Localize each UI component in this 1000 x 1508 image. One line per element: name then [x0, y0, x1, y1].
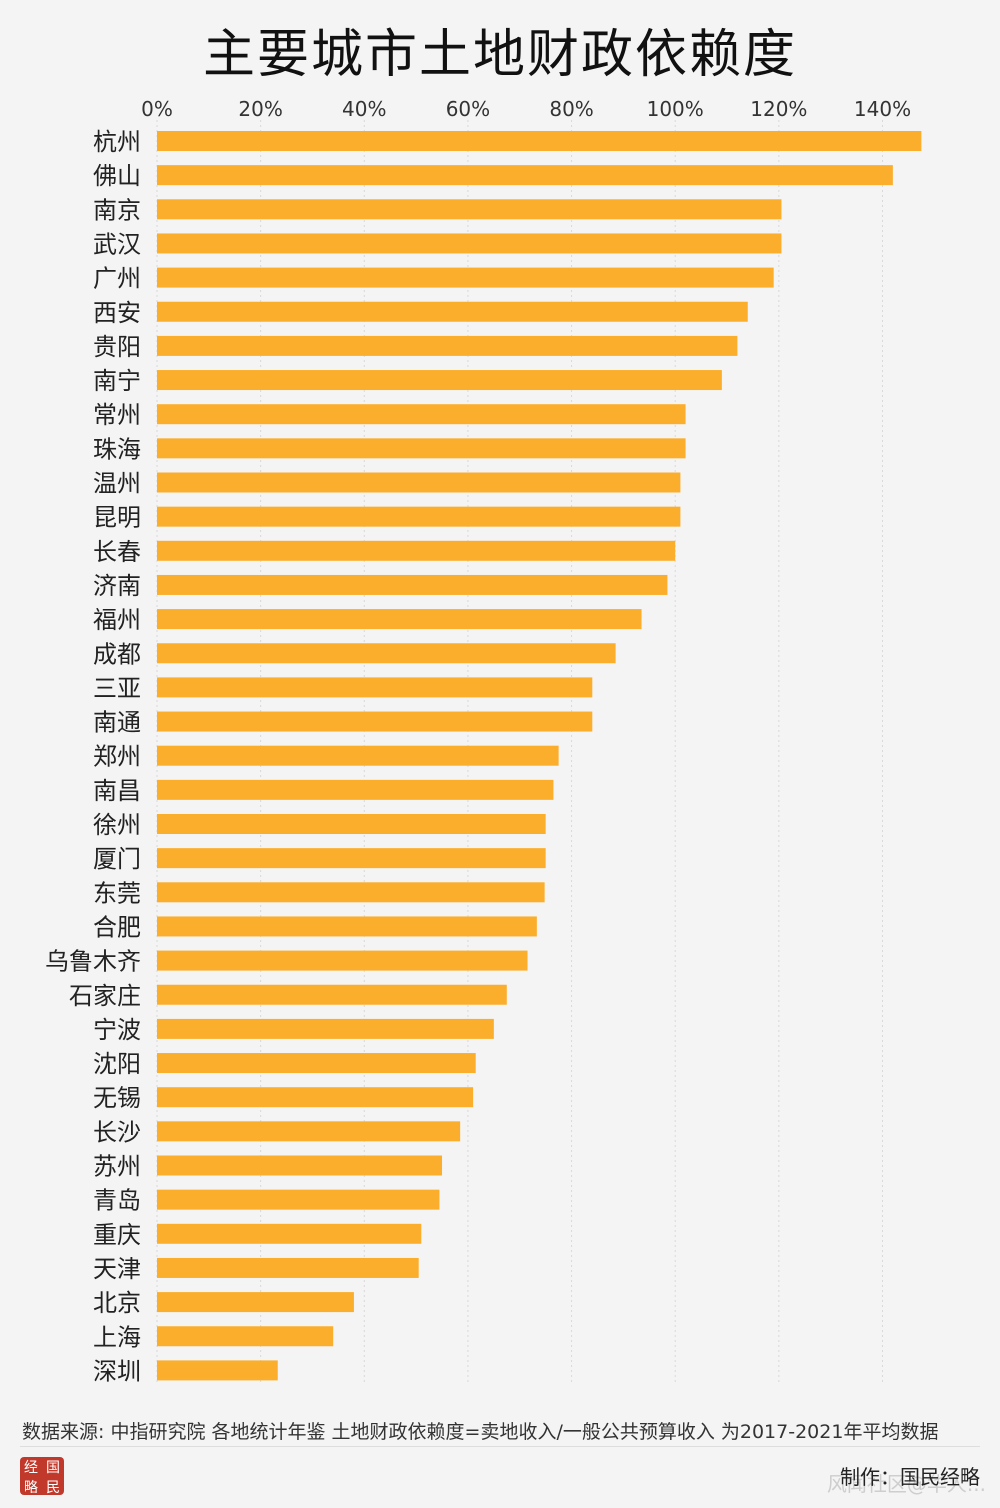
- x-tick-label: 100%: [647, 97, 704, 121]
- x-tick-label: 0%: [141, 97, 173, 121]
- bar: [157, 1087, 474, 1108]
- category-label: 苏州: [93, 1153, 141, 1181]
- category-label: 珠海: [93, 435, 141, 463]
- bar: [157, 1189, 440, 1210]
- bar: [157, 1326, 334, 1347]
- bar: [157, 711, 593, 732]
- bar: [157, 1360, 278, 1381]
- logo-char: 略: [24, 1480, 38, 1496]
- category-labels: 杭州佛山南京武汉广州西安贵阳南宁常州珠海温州昆明长春济南福州成都三亚南通郑州南昌…: [45, 128, 141, 1385]
- bar: [157, 404, 686, 425]
- bar: [157, 779, 554, 800]
- x-tick-label: 40%: [342, 97, 386, 121]
- category-label: 厦门: [93, 845, 141, 873]
- logo-char: 民: [46, 1480, 60, 1496]
- bar: [157, 643, 616, 664]
- bar: [157, 506, 681, 527]
- bar: [157, 540, 676, 561]
- bar: [157, 165, 893, 186]
- category-label: 青岛: [93, 1187, 141, 1215]
- bar: [157, 267, 774, 288]
- category-label: 福州: [93, 606, 141, 634]
- category-label: 东莞: [93, 879, 141, 907]
- category-label: 合肥: [93, 913, 141, 941]
- x-axis-ticks: 0% 20% 40% 60% 80% 100% 120% 140%: [141, 97, 911, 121]
- category-label: 济南: [93, 572, 141, 600]
- bar: [157, 472, 681, 493]
- bar: [157, 1257, 419, 1278]
- bar: [157, 1292, 354, 1313]
- bar: [157, 677, 593, 698]
- bar: [157, 1053, 476, 1074]
- x-tick-label: 140%: [854, 97, 911, 121]
- bar: [157, 370, 722, 391]
- bar: [157, 916, 537, 937]
- credit-text: 制作：国民经略: [840, 1465, 980, 1489]
- bar: [157, 1223, 422, 1244]
- category-label: 三亚: [93, 674, 141, 702]
- category-label: 乌鲁木齐: [45, 948, 141, 976]
- category-label: 北京: [93, 1289, 141, 1317]
- bar: [157, 814, 546, 834]
- category-label: 长春: [93, 538, 141, 566]
- bar: [157, 984, 507, 1005]
- footer-divider: [20, 1446, 980, 1447]
- bar: [157, 1121, 461, 1142]
- x-tick-label: 20%: [238, 97, 282, 121]
- category-label: 成都: [93, 640, 141, 668]
- bar: [157, 335, 738, 356]
- bar: [157, 574, 668, 595]
- category-label: 佛山: [93, 162, 141, 190]
- bar: [157, 1018, 494, 1039]
- category-label: 昆明: [93, 504, 141, 532]
- category-label: 贵阳: [93, 333, 141, 361]
- grid-lines: [156, 120, 883, 1385]
- bar: [157, 609, 642, 630]
- chart-title: 主要城市土地财政依赖度: [202, 25, 797, 85]
- category-label: 长沙: [93, 1118, 141, 1146]
- category-label: 温州: [93, 470, 141, 498]
- bar: [157, 301, 748, 322]
- category-label: 杭州: [93, 128, 141, 156]
- category-label: 南宁: [93, 367, 141, 395]
- bar: [157, 848, 546, 869]
- category-label: 无锡: [93, 1084, 141, 1112]
- category-label: 深圳: [93, 1357, 141, 1385]
- category-label: 南昌: [93, 777, 141, 805]
- bar: [157, 131, 922, 151]
- category-label: 郑州: [93, 743, 141, 771]
- x-tick-label: 80%: [549, 97, 593, 121]
- x-tick-label: 60%: [446, 97, 490, 121]
- bar: [157, 745, 559, 766]
- bars: [157, 131, 922, 1381]
- category-label: 重庆: [93, 1221, 141, 1249]
- bar: [157, 438, 686, 459]
- bar: [157, 233, 782, 254]
- brand-logo-icon: 经 国 略 民: [20, 1457, 64, 1496]
- watermark: 风闻社区@华人...: [826, 1472, 986, 1496]
- category-label: 常州: [93, 401, 141, 429]
- bar-chart: 0% 20% 40% 60% 80% 100% 120% 140% 杭州佛山南京武汉广州西安贵…: [45, 97, 922, 1385]
- category-label: 石家庄: [69, 982, 141, 1010]
- category-label: 徐州: [93, 811, 141, 839]
- category-label: 南京: [93, 196, 141, 224]
- category-label: 广州: [93, 265, 141, 293]
- category-label: 沈阳: [93, 1050, 141, 1078]
- source-note: 数据来源: 中指研究院 各地统计年鉴 土地财政依赖度=卖地收入/一般公共预算收入…: [22, 1421, 939, 1443]
- x-tick-label: 120%: [750, 97, 807, 121]
- bar: [157, 950, 528, 971]
- category-label: 武汉: [93, 230, 141, 258]
- category-label: 上海: [93, 1323, 141, 1351]
- bar: [157, 1155, 443, 1176]
- bar: [157, 199, 782, 220]
- category-label: 西安: [93, 299, 141, 327]
- logo-char: 国: [46, 1460, 60, 1476]
- category-label: 南通: [93, 709, 141, 737]
- logo-char: 经: [24, 1460, 38, 1476]
- bar: [157, 882, 545, 903]
- category-label: 宁波: [93, 1016, 141, 1044]
- category-label: 天津: [93, 1255, 141, 1283]
